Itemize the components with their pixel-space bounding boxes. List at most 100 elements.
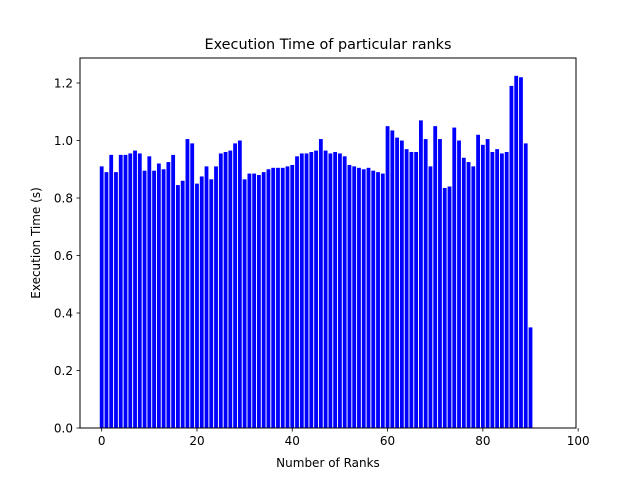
- bar-rank-13: [161, 169, 166, 428]
- bar-rank-36: [271, 167, 276, 428]
- bar-rank-43: [304, 153, 309, 428]
- bar-rank-74: [452, 127, 457, 428]
- y-axis-ticks: 0.0 0.2 0.4 0.6 0.8 1.0 1.2: [54, 76, 80, 435]
- bar-rank-48: [328, 153, 333, 428]
- bar-rank-57: [371, 170, 376, 428]
- x-tick-label: 100: [567, 434, 590, 448]
- bar-rank-84: [500, 153, 504, 428]
- bar-rank-58: [376, 172, 380, 428]
- bar-rank-55: [361, 169, 366, 428]
- bar-rank-7: [133, 150, 137, 428]
- bar-rank-62: [395, 137, 399, 428]
- bar-rank-88: [519, 77, 523, 428]
- bar-rank-41: [295, 156, 299, 428]
- bars-group: [99, 75, 533, 428]
- bar-rank-30: [242, 179, 247, 428]
- bar-rank-23: [209, 179, 214, 428]
- bar-rank-52: [347, 164, 352, 428]
- bar-rank-64: [404, 149, 409, 428]
- y-tick-label: 0.4: [54, 306, 73, 320]
- bar-rank-19: [190, 143, 195, 428]
- bar-rank-38: [280, 167, 285, 428]
- x-tick-label: 80: [475, 434, 490, 448]
- bar-rank-50: [338, 153, 342, 428]
- bar-rank-80: [480, 144, 485, 428]
- bar-rank-56: [366, 167, 371, 428]
- y-tick-label: 1.0: [54, 134, 73, 148]
- bar-rank-27: [228, 150, 233, 428]
- x-axis-ticks: 0 20 40 60 80 100: [98, 428, 590, 448]
- y-tick-label: 1.2: [54, 76, 73, 90]
- bar-rank-17: [180, 180, 185, 428]
- bar-rank-78: [471, 166, 476, 428]
- bar-rank-37: [276, 167, 280, 428]
- bar-rank-70: [433, 126, 438, 428]
- bar-rank-14: [166, 162, 171, 428]
- bar-rank-68: [423, 139, 428, 428]
- bar-rank-29: [237, 140, 242, 428]
- bar-rank-87: [514, 75, 519, 428]
- bar-rank-18: [185, 139, 190, 428]
- bar-rank-2: [109, 154, 114, 428]
- bar-rank-81: [485, 139, 490, 428]
- bar-rank-11: [152, 170, 156, 428]
- bar-rank-16: [176, 185, 180, 428]
- bar-rank-0: [99, 166, 104, 428]
- bar-rank-72: [442, 187, 447, 428]
- bar-rank-86: [509, 85, 514, 428]
- y-tick-label: 0.0: [54, 421, 73, 435]
- bar-rank-3: [114, 172, 118, 428]
- bar-rank-49: [333, 152, 338, 428]
- bar-rank-85: [504, 152, 509, 428]
- bar-rank-22: [204, 166, 209, 428]
- bar-rank-75: [457, 140, 461, 428]
- x-tick-label: 60: [380, 434, 395, 448]
- bar-rank-44: [309, 152, 314, 428]
- bar-rank-26: [223, 152, 228, 428]
- chart-title: Execution Time of particular ranks: [205, 37, 452, 53]
- bar-rank-15: [171, 154, 176, 428]
- bar-rank-32: [252, 173, 257, 428]
- y-axis-label: Execution Time (s): [29, 187, 43, 299]
- bar-rank-77: [466, 162, 471, 428]
- bar-rank-51: [342, 156, 347, 428]
- x-tick-label: 0: [98, 434, 106, 448]
- x-tick-label: 40: [285, 434, 300, 448]
- bar-rank-39: [285, 166, 290, 428]
- bar-rank-1: [104, 172, 109, 428]
- bar-rank-67: [419, 120, 423, 428]
- bar-rank-73: [447, 186, 452, 428]
- x-tick-label: 20: [189, 434, 204, 448]
- bar-rank-21: [199, 176, 204, 428]
- bar-rank-69: [428, 166, 433, 428]
- bar-rank-54: [357, 167, 361, 428]
- bar-rank-82: [490, 152, 495, 428]
- bar-rank-66: [414, 152, 419, 428]
- bar-rank-5: [123, 154, 128, 428]
- y-tick-label: 0.8: [54, 191, 73, 205]
- bar-rank-45: [314, 150, 318, 428]
- bar-rank-76: [461, 157, 466, 428]
- bar-rank-71: [438, 139, 442, 428]
- bar-rank-33: [257, 175, 261, 428]
- bar-rank-60: [385, 126, 390, 428]
- bar-rank-46: [318, 139, 323, 428]
- bar-rank-83: [495, 149, 500, 428]
- bar-rank-61: [390, 130, 395, 428]
- bar-rank-10: [147, 156, 152, 428]
- bar-rank-34: [261, 172, 266, 428]
- bar-rank-4: [118, 154, 123, 428]
- bar-rank-24: [214, 166, 218, 428]
- bar-rank-35: [266, 169, 271, 428]
- plot-frame: [79, 57, 577, 429]
- bar-rank-6: [128, 153, 133, 428]
- bar-rank-47: [323, 150, 328, 428]
- bar-rank-53: [352, 166, 357, 428]
- bar-rank-20: [195, 183, 199, 428]
- y-tick-label: 0.6: [54, 249, 73, 263]
- bar-rank-40: [290, 164, 295, 428]
- bar-rank-9: [142, 170, 147, 428]
- bar-rank-63: [399, 140, 404, 428]
- bar-rank-25: [218, 153, 223, 428]
- bar-rank-89: [523, 143, 528, 428]
